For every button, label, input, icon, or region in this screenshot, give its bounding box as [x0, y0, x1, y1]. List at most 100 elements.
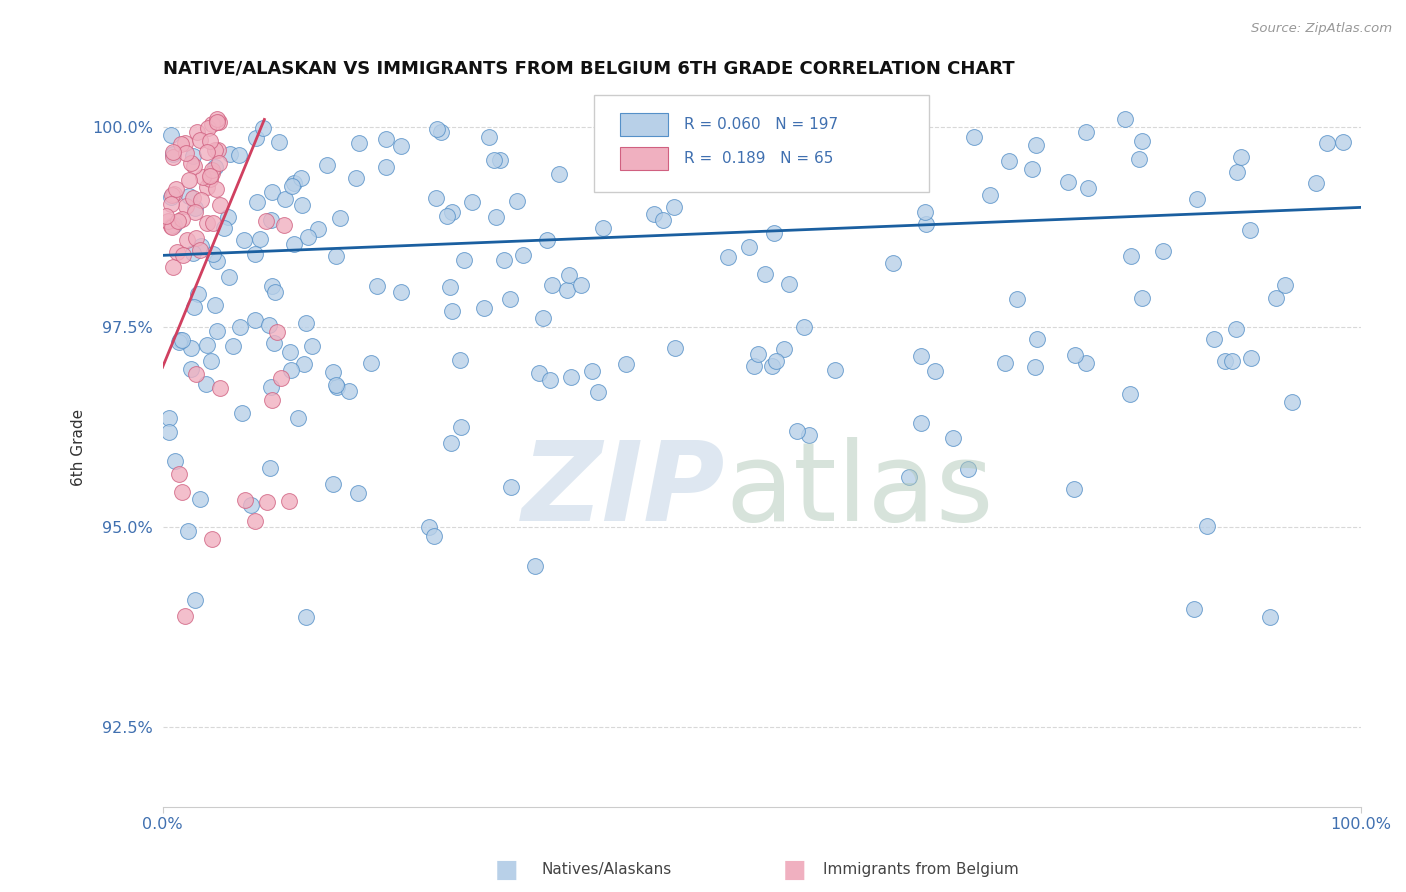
- Point: [557, 268, 579, 282]
- Point: [994, 356, 1017, 370]
- Point: [322, 476, 344, 491]
- Point: [1182, 602, 1205, 616]
- Point: [190, 132, 212, 146]
- Point: [439, 280, 461, 294]
- Point: [1005, 292, 1028, 306]
- Point: [325, 377, 347, 392]
- Point: [259, 460, 281, 475]
- Point: [1119, 387, 1142, 401]
- Point: [498, 293, 520, 307]
- Point: [205, 182, 228, 196]
- Point: [188, 244, 211, 258]
- Point: [1195, 518, 1218, 533]
- Point: [273, 219, 295, 233]
- Point: [366, 278, 388, 293]
- Point: [160, 219, 183, 234]
- Text: atlas: atlas: [725, 437, 994, 544]
- Text: R =  0.189   N = 65: R = 0.189 N = 65: [683, 152, 832, 166]
- Point: [325, 248, 347, 262]
- Text: ZIP: ZIP: [522, 437, 725, 544]
- Point: [181, 191, 204, 205]
- Point: [824, 363, 846, 377]
- Point: [560, 370, 582, 384]
- Point: [1215, 354, 1237, 368]
- Point: [643, 206, 665, 220]
- Point: [389, 285, 412, 299]
- Point: [441, 304, 464, 318]
- Point: [956, 462, 979, 476]
- Point: [198, 169, 221, 183]
- Point: [1063, 482, 1085, 496]
- Point: [1202, 333, 1225, 347]
- Point: [1239, 222, 1261, 236]
- Point: [263, 335, 285, 350]
- Point: [246, 194, 269, 209]
- Text: Source: ZipAtlas.com: Source: ZipAtlas.com: [1251, 22, 1392, 36]
- Point: [817, 178, 839, 192]
- Point: [174, 609, 197, 624]
- Point: [200, 172, 222, 186]
- Text: Immigrants from Belgium: Immigrants from Belgium: [823, 863, 1018, 877]
- Point: [292, 357, 315, 371]
- Point: [201, 532, 224, 546]
- Point: [1226, 165, 1249, 179]
- Point: [1230, 150, 1253, 164]
- Point: [262, 186, 284, 200]
- Point: [1265, 291, 1288, 305]
- Point: [245, 131, 267, 145]
- Point: [263, 285, 285, 299]
- Point: [160, 219, 183, 234]
- Point: [506, 194, 529, 208]
- Point: [231, 405, 253, 419]
- Point: [536, 233, 558, 247]
- Point: [492, 252, 515, 267]
- Point: [156, 214, 179, 228]
- Text: ■: ■: [495, 858, 517, 881]
- Point: [163, 186, 186, 201]
- Point: [290, 171, 312, 186]
- Point: [1128, 152, 1150, 166]
- Point: [339, 384, 361, 398]
- Point: [183, 301, 205, 315]
- Point: [159, 197, 181, 211]
- Point: [747, 347, 769, 361]
- Point: [200, 117, 222, 131]
- Point: [162, 260, 184, 274]
- Point: [195, 216, 218, 230]
- Point: [162, 145, 184, 159]
- Point: [449, 353, 471, 368]
- Point: [195, 180, 218, 194]
- Point: [197, 145, 219, 159]
- Point: [1025, 332, 1047, 346]
- Point: [249, 232, 271, 246]
- Text: Natives/Alaskans: Natives/Alaskans: [541, 863, 672, 877]
- Point: [163, 453, 186, 467]
- Point: [301, 339, 323, 353]
- Point: [208, 156, 231, 170]
- Point: [205, 324, 228, 338]
- Point: [581, 364, 603, 378]
- Point: [207, 143, 229, 157]
- Point: [441, 205, 464, 219]
- Point: [160, 187, 183, 202]
- Point: [218, 146, 240, 161]
- Point: [184, 204, 207, 219]
- Point: [963, 129, 986, 144]
- Point: [186, 368, 208, 382]
- Point: [200, 135, 222, 149]
- Point: [436, 210, 458, 224]
- Point: [180, 362, 202, 376]
- Point: [174, 145, 197, 160]
- Point: [184, 202, 207, 216]
- Point: [914, 205, 936, 219]
- Point: [277, 494, 299, 508]
- Point: [425, 191, 447, 205]
- Point: [1056, 175, 1078, 189]
- Point: [254, 213, 277, 227]
- Point: [1281, 394, 1303, 409]
- Point: [1185, 193, 1208, 207]
- Point: [212, 221, 235, 235]
- Point: [1074, 356, 1097, 370]
- Point: [1077, 181, 1099, 195]
- Point: [297, 229, 319, 244]
